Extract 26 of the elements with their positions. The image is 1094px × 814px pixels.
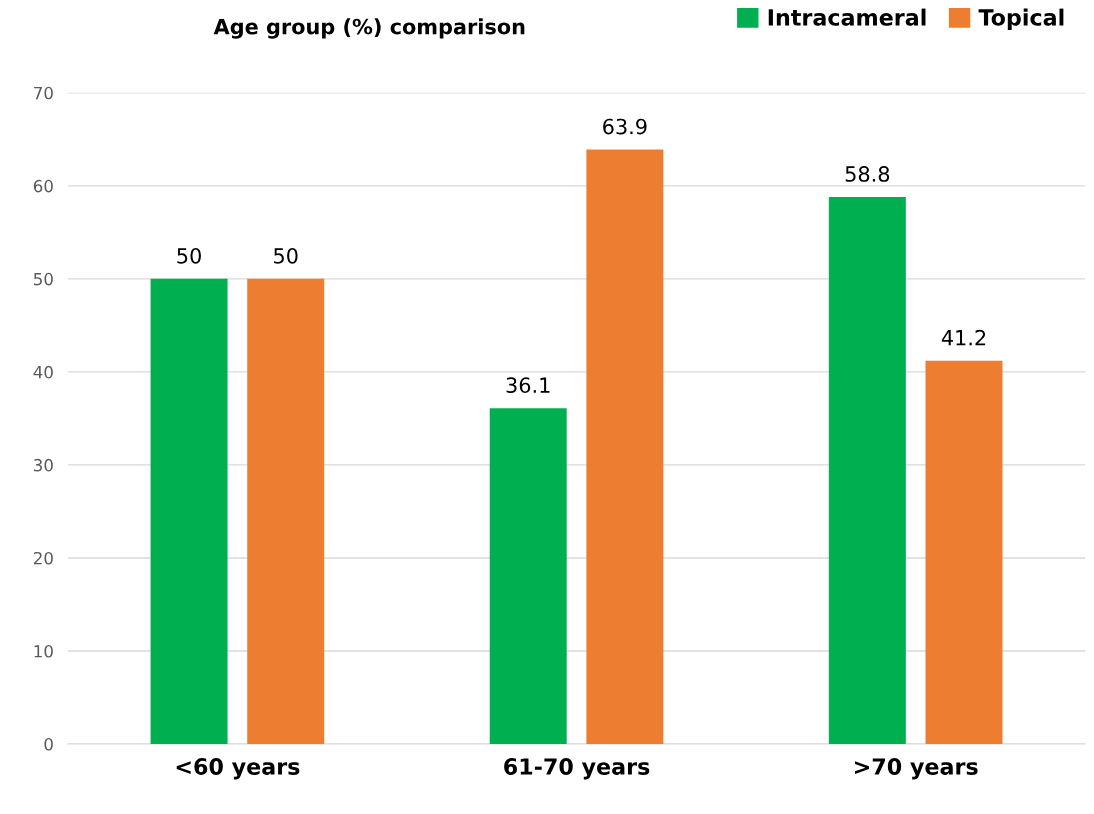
data-label: 63.9: [603, 118, 647, 135]
bar: [489, 408, 567, 744]
x-tick-label: 61-70 years: [504, 758, 650, 780]
y-tick-label: 0: [44, 737, 53, 751]
bar: [247, 278, 325, 744]
bar: [586, 149, 664, 744]
x-tick-label: <60 years: [176, 758, 300, 780]
data-label: 36.1: [506, 377, 550, 394]
y-tick-label: 70: [34, 86, 53, 100]
y-tick-label: 60: [33, 179, 53, 193]
y-tick-label: 10: [34, 644, 53, 658]
y-tick-label: 40: [33, 365, 53, 379]
chart-title: Age group (%) comparison: [213, 18, 525, 39]
legend-label: Topical: [978, 8, 1064, 31]
data-label: 50: [274, 247, 298, 264]
bar: [925, 360, 1003, 744]
data-label: 50: [177, 247, 201, 264]
bar: [828, 196, 906, 744]
x-tick-label: >70 years: [855, 758, 978, 780]
y-tick-label: 50: [34, 272, 53, 286]
data-label: 41.2: [941, 329, 986, 346]
data-label: 58.8: [845, 166, 890, 182]
y-tick-label: 20: [33, 551, 53, 565]
legend-label: Intracameral: [768, 8, 926, 26]
bar: [150, 278, 228, 744]
y-tick-label: 30: [34, 458, 53, 472]
